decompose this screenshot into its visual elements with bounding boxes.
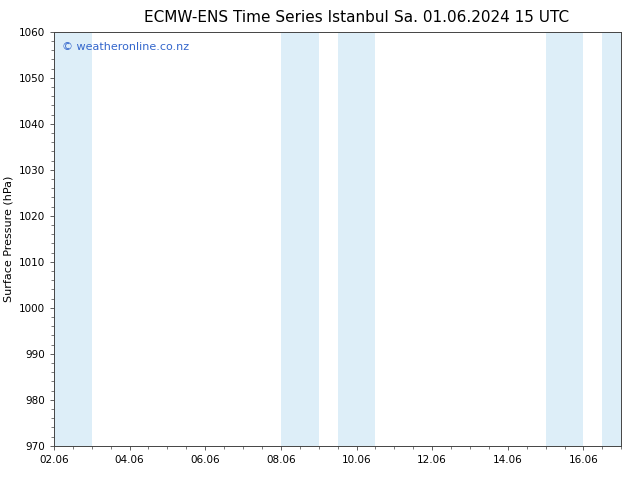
Bar <box>602 32 621 446</box>
Text: ECMW-ENS Time Series Istanbul: ECMW-ENS Time Series Istanbul <box>144 10 389 25</box>
Bar <box>281 32 319 446</box>
Y-axis label: Surface Pressure (hPa): Surface Pressure (hPa) <box>3 176 13 302</box>
Bar <box>546 32 583 446</box>
Bar <box>54 32 92 446</box>
Text: © weatheronline.co.nz: © weatheronline.co.nz <box>62 42 190 52</box>
Text: Sa. 01.06.2024 15 UTC: Sa. 01.06.2024 15 UTC <box>394 10 569 25</box>
Bar <box>337 32 375 446</box>
